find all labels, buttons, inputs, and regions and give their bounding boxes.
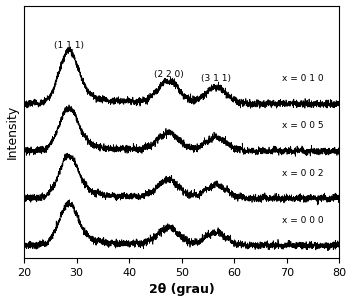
X-axis label: 2θ (grau): 2θ (grau) — [149, 284, 215, 297]
Text: x = 0 1 0: x = 0 1 0 — [282, 74, 323, 83]
Text: (3 1 1): (3 1 1) — [201, 74, 231, 83]
Text: x = 0 0 5: x = 0 0 5 — [282, 121, 323, 130]
Text: (2 2 0): (2 2 0) — [154, 70, 183, 79]
Text: (1 1 1): (1 1 1) — [54, 41, 84, 50]
Text: x = 0 0 0: x = 0 0 0 — [282, 216, 323, 225]
Y-axis label: Intensity: Intensity — [6, 105, 19, 159]
Text: x = 0 0 2: x = 0 0 2 — [282, 169, 323, 178]
